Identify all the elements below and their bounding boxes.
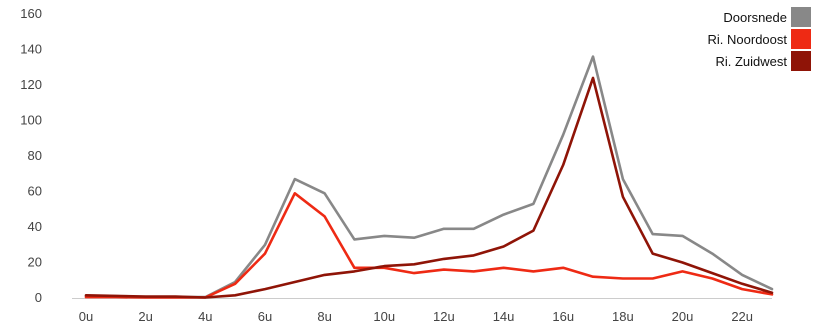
x-tick-label: 22u — [731, 309, 753, 324]
y-tick-label: 120 — [20, 77, 42, 92]
legend-swatch — [791, 7, 811, 27]
legend-swatch — [791, 51, 811, 71]
legend-label: Ri. Zuidwest — [715, 54, 787, 69]
y-tick-label: 40 — [28, 219, 42, 234]
legend-label: Doorsnede — [723, 10, 787, 25]
x-tick-label: 0u — [79, 309, 93, 324]
x-tick-label: 8u — [317, 309, 331, 324]
x-tick-label: 16u — [552, 309, 574, 324]
x-tick-label: 6u — [258, 309, 272, 324]
y-tick-label: 60 — [28, 184, 42, 199]
x-axis-ticks: 0u 2u 4u 6u 8u 10u 12u 14u 16u 18u 20u 22u — [79, 309, 753, 324]
series-line-1 — [84, 192, 774, 299]
y-tick-label: 140 — [20, 42, 42, 57]
x-tick-label: 2u — [138, 309, 152, 324]
x-tick-label: 10u — [373, 309, 395, 324]
y-tick-label: 100 — [20, 113, 42, 128]
x-tick-label: 18u — [612, 309, 634, 324]
x-tick-label: 20u — [672, 309, 694, 324]
y-axis-ticks: 0 20 40 60 80 100 120 140 160 — [20, 6, 42, 305]
y-tick-label: 20 — [28, 255, 42, 270]
x-tick-label: 12u — [433, 309, 455, 324]
x-tick-label: 14u — [493, 309, 515, 324]
y-tick-label: 80 — [28, 148, 42, 163]
legend: Doorsnede Ri. Noordoost Ri. Zuidwest — [708, 7, 811, 71]
series-lines — [84, 55, 774, 299]
y-tick-label: 0 — [35, 290, 42, 305]
legend-swatch — [791, 29, 811, 49]
legend-label: Ri. Noordoost — [708, 32, 788, 47]
x-tick-label: 4u — [198, 309, 212, 324]
series-line-2 — [84, 76, 774, 299]
y-tick-label: 160 — [20, 6, 42, 21]
